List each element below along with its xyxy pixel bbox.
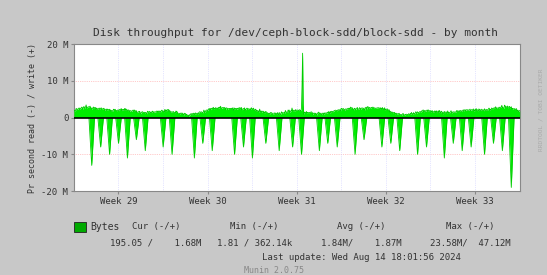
- Text: RRDTOOL / TOBI OETIKER: RRDTOOL / TOBI OETIKER: [538, 69, 543, 151]
- Text: Disk throughput for /dev/ceph-block-sdd/block-sdd - by month: Disk throughput for /dev/ceph-block-sdd/…: [93, 28, 498, 37]
- Text: Last update: Wed Aug 14 18:01:56 2024: Last update: Wed Aug 14 18:01:56 2024: [261, 254, 461, 262]
- Text: Max (-/+): Max (-/+): [446, 222, 494, 231]
- Text: Munin 2.0.75: Munin 2.0.75: [243, 266, 304, 274]
- Text: Min (-/+): Min (-/+): [230, 222, 278, 231]
- Text: 1.84M/    1.87M: 1.84M/ 1.87M: [321, 239, 401, 248]
- Text: Cur (-/+): Cur (-/+): [132, 222, 180, 231]
- Text: 195.05 /    1.68M: 195.05 / 1.68M: [110, 239, 202, 248]
- Y-axis label: Pr second read (-) / write (+): Pr second read (-) / write (+): [28, 43, 37, 192]
- Text: Avg (-/+): Avg (-/+): [337, 222, 385, 231]
- Text: 1.81 / 362.14k: 1.81 / 362.14k: [217, 239, 292, 248]
- Text: Bytes: Bytes: [90, 222, 120, 232]
- Text: 23.58M/  47.12M: 23.58M/ 47.12M: [430, 239, 511, 248]
